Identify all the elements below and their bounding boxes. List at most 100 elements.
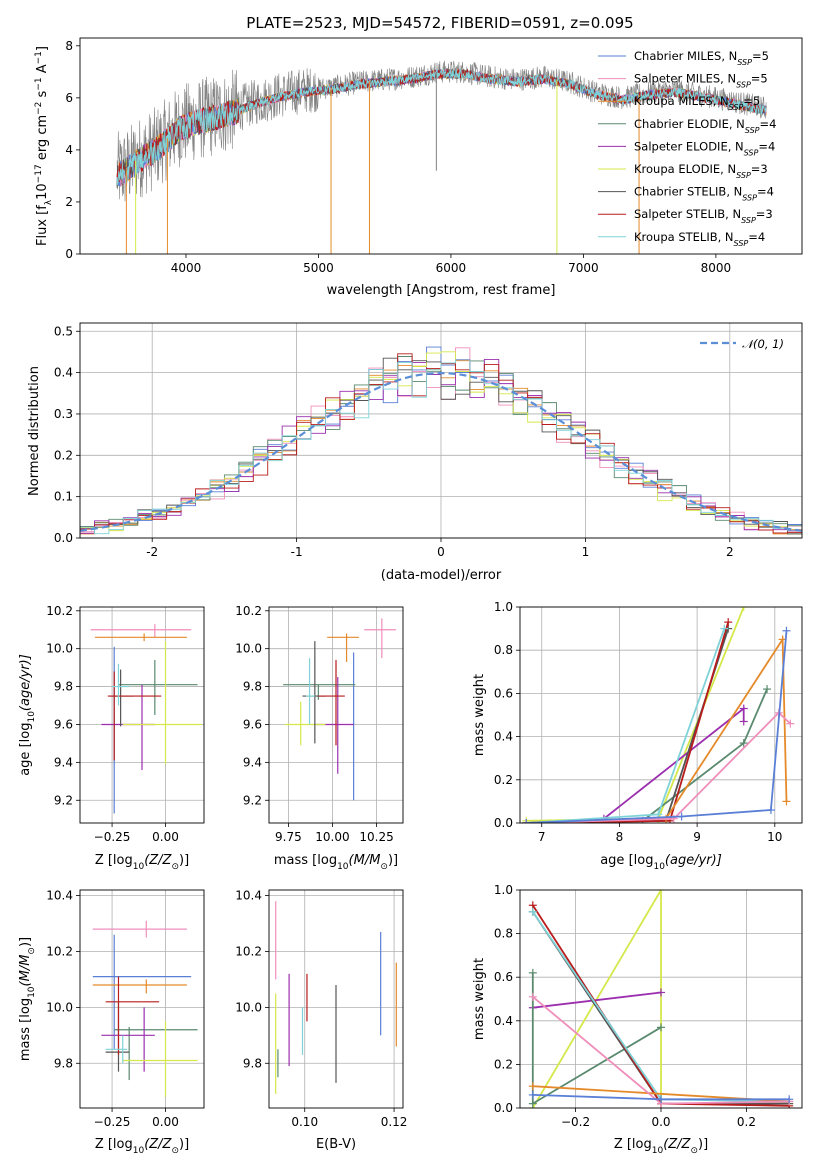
- legend-entry: Chabrier ELODIE, NSSP=4: [634, 117, 776, 135]
- label-part: age [log: [600, 853, 653, 868]
- y-axis-label: mass weight: [472, 674, 487, 756]
- weight-line-salpeter-elodie: [526, 706, 745, 823]
- legend-text: Kroupa MILES, N: [634, 94, 729, 108]
- legend-text: Chabrier ELODIE, N: [634, 117, 745, 131]
- label-part: ]: [35, 46, 50, 51]
- y-tick-label: 10.2: [46, 944, 73, 958]
- weight-line-kroupa-elodie: [526, 607, 745, 822]
- axes-weight-vs-Z: −0.2 0.0 0.2 0.0 0.2 0.4 0.6 0.8 1.0 Z [log10(Z/Z…: [472, 883, 803, 1156]
- x-tick-label: 5000: [303, 261, 334, 275]
- label-part: ⊙: [27, 947, 37, 955]
- x-axis-label: Z [log10(Z/Z⊙)]: [95, 1137, 189, 1156]
- y-tick-label: 0.8: [494, 927, 513, 941]
- x-tick-label: 0: [437, 545, 445, 559]
- legend-sub: SSP: [729, 103, 744, 112]
- x-axis-label: age [log10(age/yr)]: [600, 853, 722, 872]
- legend-text: Chabrier MILES, N: [634, 49, 737, 63]
- y-tick-label: 10.2: [46, 604, 73, 618]
- label-part: mass [log: [274, 853, 337, 868]
- label-part: −2: [34, 102, 44, 115]
- y-tick-label: 9.2: [243, 793, 262, 807]
- x-tick-label: 4000: [171, 261, 202, 275]
- legend-entry: Kroupa STELIB, NSSP=4: [634, 230, 765, 248]
- legend-sub: SSP: [745, 125, 760, 134]
- legend-entry: Chabrier STELIB, NSSP=4: [634, 185, 774, 203]
- label-part: ⊙: [690, 1146, 698, 1156]
- histogram-kroupa-stelib: [80, 359, 802, 538]
- plot-layer: 4000 5000 6000 7000 8000 0 2 4 6 8 wavelength [Ang…: [18, 37, 803, 1156]
- label-part: Z [log: [95, 1137, 133, 1152]
- x-tick-label: 6000: [436, 261, 467, 275]
- label-part: 10: [653, 862, 665, 872]
- weight-line-kroupa-miles: [526, 636, 788, 823]
- y-tick-label: 0: [65, 247, 73, 261]
- label-part: )]: [179, 1137, 189, 1152]
- figure-title: PLATE=2523, MJD=54572, FIBERID=0591, z=0…: [246, 14, 633, 32]
- y-tick-label: 9.8: [243, 680, 262, 694]
- x-tick-label: -1: [291, 545, 303, 559]
- plot-area: [80, 346, 802, 538]
- x-tick-label: 0.10: [291, 1115, 318, 1129]
- y-axis-label: age [log10(age/yr)]: [18, 654, 37, 776]
- legend-suffix: =5: [751, 72, 768, 86]
- axes-residuals: -2 -1 0 1 2 0.0 0.1 0.2 0.3 0.4 0.5 (data-model)/er…: [27, 322, 803, 583]
- legend-suffix: =4: [760, 117, 777, 131]
- legend-entry: Kroupa MILES, NSSP=5: [634, 94, 760, 112]
- label-part: 10: [652, 1146, 664, 1156]
- legend-suffix: =5: [752, 49, 769, 63]
- legend-text: Kroupa ELODIE, N: [634, 162, 736, 176]
- label-part: λ: [44, 199, 54, 205]
- legend-entry: Salpeter STELIB, NSSP=3: [634, 207, 773, 225]
- axes-age-vs-mass: 9.75 10.00 10.25 9.2 9.4 9.6 9.8 10.0 10.2 mass […: [235, 604, 404, 872]
- label-part: Z [log: [614, 1137, 652, 1152]
- x-tick-label: 10: [767, 830, 782, 844]
- label-part: (Z/Z: [144, 853, 172, 868]
- y-tick-label: 6: [65, 91, 73, 105]
- legend-suffix: =5: [743, 94, 760, 108]
- y-tick-label: 9.8: [243, 1056, 262, 1070]
- legend-text: Salpeter MILES, N: [634, 72, 736, 86]
- y-tick-label: 0.4: [54, 366, 73, 380]
- y-tick-label: 0.6: [494, 970, 513, 984]
- label-part: 10: [35, 183, 50, 200]
- legend-sub: SSP: [744, 148, 759, 157]
- axes-age-vs-Z: −0.25 0.009.29.49.69.810.010.2Z [log10(Z/…: [18, 604, 205, 872]
- x-tick-label: 7: [538, 830, 546, 844]
- label-part: (M/M: [18, 955, 33, 987]
- y-tick-label: 10.0: [235, 642, 262, 656]
- label-part: ⊙: [171, 1146, 179, 1156]
- label-part: Z [log: [95, 853, 133, 868]
- legend-sub: SSP: [736, 80, 751, 89]
- label-part: −1: [34, 51, 44, 64]
- label-part: (Z/Z: [144, 1137, 172, 1152]
- axes-frame: [79, 322, 803, 539]
- legend-suffix: =3: [756, 207, 773, 221]
- label-part: )]: [18, 937, 33, 947]
- axes-frame: [268, 889, 404, 1109]
- y-tick-label: 0.2: [494, 1057, 513, 1071]
- weight-line-salpeter-elodie: [532, 991, 662, 1009]
- y-tick-label: 0.2: [494, 773, 513, 787]
- x-tick-label: 9: [693, 830, 701, 844]
- y-tick-label: 9.8: [54, 1056, 73, 1070]
- y-tick-label: 9.4: [243, 755, 262, 769]
- legend-entry: Salpeter ELODIE, NSSP=4: [634, 139, 775, 157]
- y-tick-label: 0.4: [494, 1014, 513, 1028]
- plot-area: [283, 618, 396, 801]
- y-tick-label: 1.0: [494, 600, 513, 614]
- legend-suffix: =4: [757, 185, 774, 199]
- legend-sub: SSP: [737, 58, 752, 67]
- axes-frame: [519, 606, 803, 824]
- y-tick-label: 0.2: [54, 448, 73, 462]
- x-tick-label: −0.2: [561, 1115, 590, 1129]
- label-part: A: [35, 64, 50, 77]
- label-part: −1: [34, 77, 44, 90]
- legend-suffix: =4: [748, 230, 765, 244]
- y-tick-label: 2: [65, 195, 73, 209]
- legend-text: Kroupa STELIB, N: [634, 230, 734, 244]
- label-part: ⊙: [171, 862, 179, 872]
- x-tick-label: 10.25: [359, 830, 393, 844]
